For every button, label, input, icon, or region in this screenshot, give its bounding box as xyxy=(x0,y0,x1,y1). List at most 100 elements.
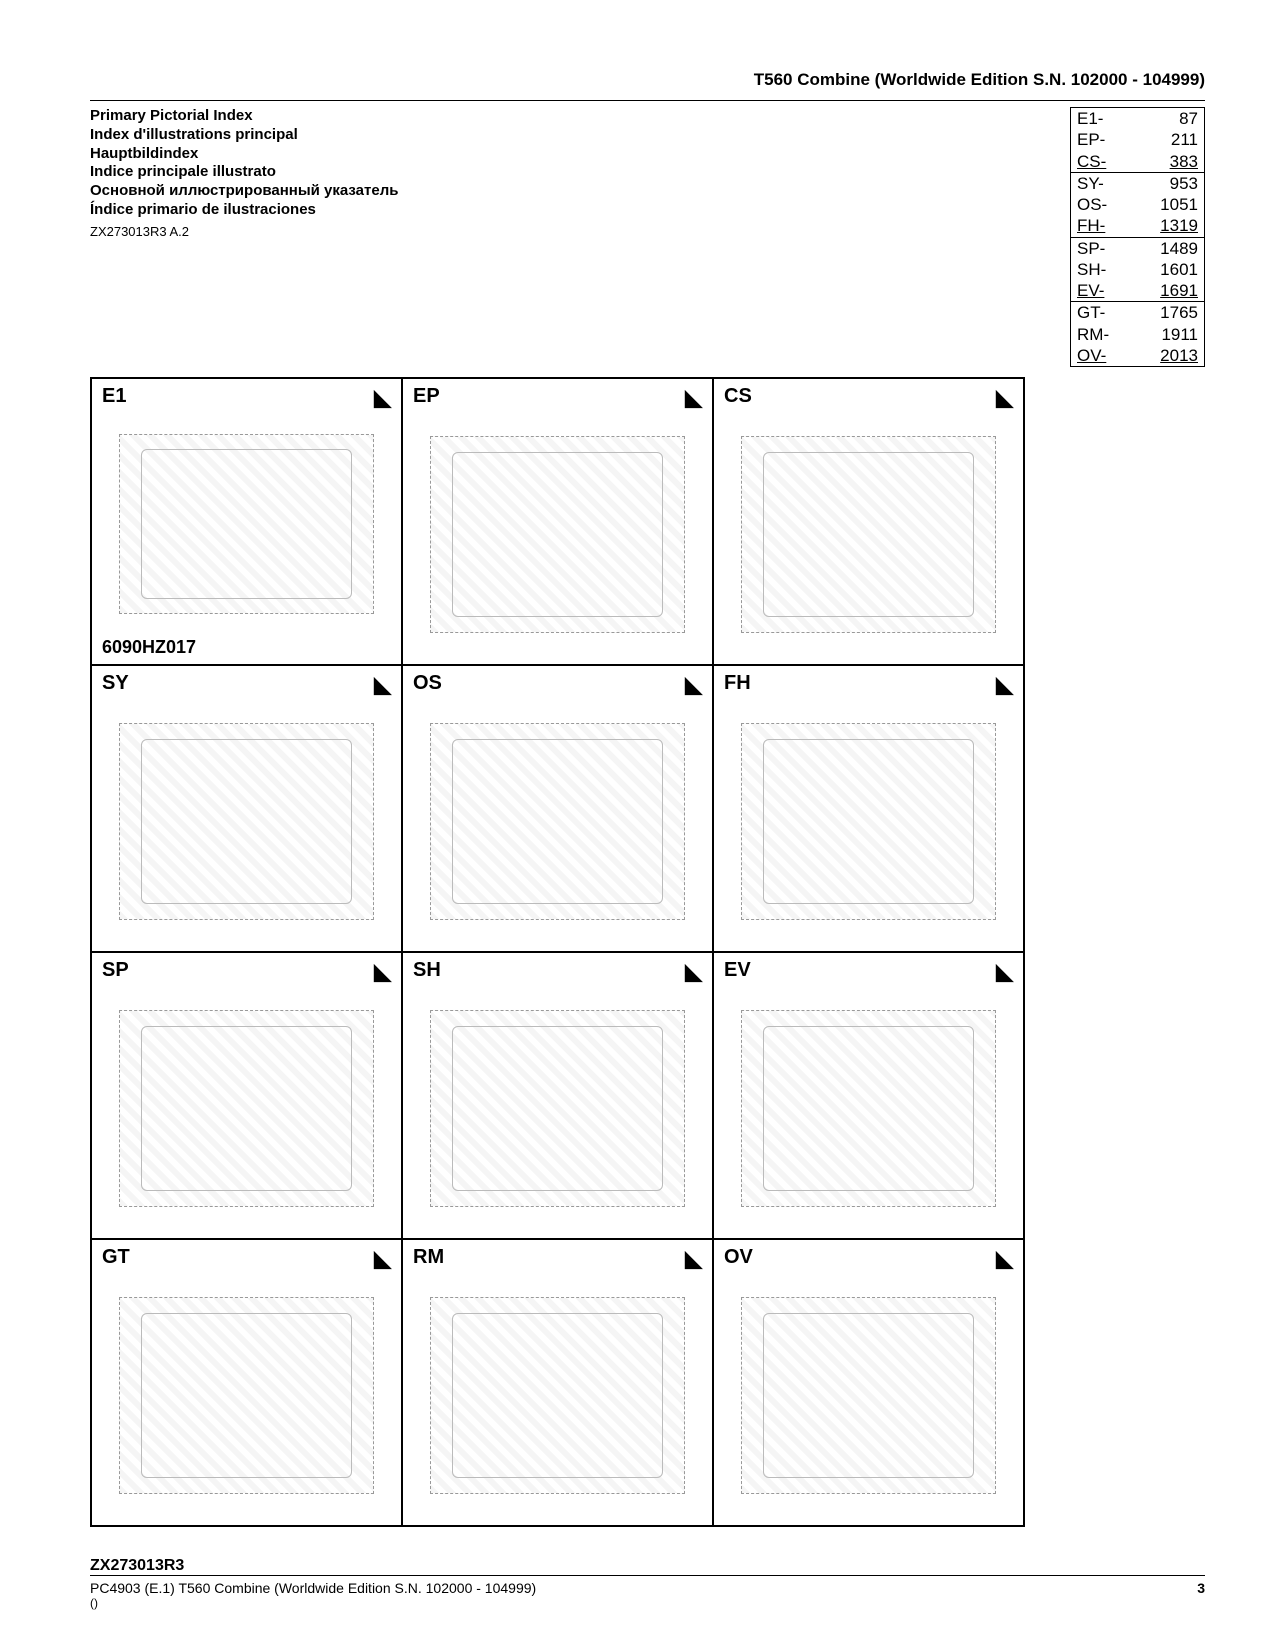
footer-paren: () xyxy=(90,1596,1205,1610)
index-row: GT- 1765 xyxy=(1071,302,1204,323)
cell-head: E1◣ xyxy=(102,385,391,411)
footer-page-number: 3 xyxy=(1197,1580,1205,1596)
cell-body xyxy=(102,411,391,637)
cell-head: RM ◣ xyxy=(413,1246,702,1272)
index-page: 2013 xyxy=(1160,345,1198,366)
cell-body xyxy=(102,1272,391,1519)
cell-body xyxy=(413,411,702,658)
cell-head: FH◣ xyxy=(724,672,1013,698)
titles-row: Primary Pictorial Index Index d'illustra… xyxy=(90,107,1205,367)
cell-body xyxy=(102,985,391,1232)
index-code: OS- xyxy=(1077,194,1107,215)
index-row: EP- 211 xyxy=(1071,129,1204,150)
index-row: SH- 1601 xyxy=(1071,259,1204,280)
cell-body xyxy=(724,1272,1013,1519)
cell-code: EP xyxy=(413,385,440,408)
index-code: OV- xyxy=(1077,345,1106,366)
arrow-icon: ◣ xyxy=(685,385,702,411)
index-code: EP- xyxy=(1077,129,1105,150)
pictorial-cell-ev[interactable]: EV◣ xyxy=(713,952,1024,1239)
bottom-ref: ZX273013R3 xyxy=(90,1557,1205,1575)
index-code: CS- xyxy=(1077,151,1106,172)
cell-code: GT xyxy=(102,1246,130,1269)
diagram-placeholder xyxy=(430,1010,684,1208)
diagram-placeholder xyxy=(430,1297,684,1495)
pictorial-cell-sp[interactable]: SP◣ xyxy=(91,952,402,1239)
arrow-icon: ◣ xyxy=(685,1246,702,1272)
footer-row: PC4903 (E.1) T560 Combine (Worldwide Edi… xyxy=(90,1580,1205,1596)
index-code: GT- xyxy=(1077,302,1105,323)
footer-left: PC4903 (E.1) T560 Combine (Worldwide Edi… xyxy=(90,1580,536,1596)
pictorial-cell-sy[interactable]: SY ◣ xyxy=(91,665,402,952)
cell-code: FH xyxy=(724,672,751,695)
cell-body xyxy=(413,698,702,945)
index-page: 1691 xyxy=(1160,280,1198,301)
cell-body xyxy=(724,985,1013,1232)
index-page: 1601 xyxy=(1160,259,1198,280)
pictorial-grid: E1◣6090HZ017EP◣CS◣SY◣OS◣FH◣SP◣SH◣EV◣GT◣R… xyxy=(90,377,1025,1527)
arrow-icon: ◣ xyxy=(374,672,391,698)
pictorial-cell-fh[interactable]: FH◣ xyxy=(713,665,1024,952)
index-code: FH- xyxy=(1077,215,1105,236)
diagram-placeholder xyxy=(741,1297,995,1495)
index-row: E1-87 xyxy=(1071,108,1204,129)
index-page: 211 xyxy=(1171,129,1198,150)
diagram-placeholder xyxy=(119,1297,373,1495)
index-page: 383 xyxy=(1170,151,1198,172)
cell-body xyxy=(102,698,391,945)
cell-head: OV ◣ xyxy=(724,1246,1013,1272)
title-line: Index d'illustrations principal xyxy=(90,126,1070,145)
cell-head: GT ◣ xyxy=(102,1246,391,1272)
cell-head: SP◣ xyxy=(102,959,391,985)
pictorial-cell-ep[interactable]: EP ◣ xyxy=(402,378,713,665)
footer: PC4903 (E.1) T560 Combine (Worldwide Edi… xyxy=(90,1575,1205,1610)
cell-code: CS xyxy=(724,385,752,408)
cell-code: E1 xyxy=(102,385,126,408)
cell-head: EV◣ xyxy=(724,959,1013,985)
header-title: T560 Combine (Worldwide Edition S.N. 102… xyxy=(90,70,1205,100)
index-code: SH- xyxy=(1077,259,1106,280)
pictorial-cell-ov[interactable]: OV ◣ xyxy=(713,1239,1024,1526)
index-page: 1911 xyxy=(1161,324,1198,345)
diagram-placeholder xyxy=(741,436,995,634)
cell-code: SY xyxy=(102,672,129,695)
pictorial-cell-cs[interactable]: CS◣ xyxy=(713,378,1024,665)
diagram-placeholder xyxy=(430,436,684,634)
arrow-icon: ◣ xyxy=(374,1246,391,1272)
cell-code: RM xyxy=(413,1246,444,1269)
index-code: SP- xyxy=(1077,238,1105,259)
arrow-icon: ◣ xyxy=(996,959,1013,985)
index-code: E1- xyxy=(1077,108,1103,129)
index-page: 953 xyxy=(1170,173,1198,194)
cell-code: OS xyxy=(413,672,442,695)
title-line: Indice principale illustrato xyxy=(90,163,1070,182)
pictorial-cell-e1[interactable]: E1◣6090HZ017 xyxy=(91,378,402,665)
index-page: 1319 xyxy=(1160,215,1198,236)
title-line: Índice primario de ilustraciones xyxy=(90,201,1070,220)
diagram-placeholder xyxy=(741,723,995,921)
cell-body xyxy=(724,411,1013,658)
arrow-icon: ◣ xyxy=(685,959,702,985)
cell-code: SH xyxy=(413,959,441,982)
diagram-placeholder xyxy=(741,1010,995,1208)
cell-code: OV xyxy=(724,1246,753,1269)
cell-body xyxy=(413,985,702,1232)
title-line: Primary Pictorial Index xyxy=(90,107,1070,126)
cell-head: SH ◣ xyxy=(413,959,702,985)
page-container: T560 Combine (Worldwide Edition S.N. 102… xyxy=(90,70,1205,1590)
pictorial-cell-sh[interactable]: SH ◣ xyxy=(402,952,713,1239)
pictorial-cell-os[interactable]: OS◣ xyxy=(402,665,713,952)
index-page: 1489 xyxy=(1160,238,1198,259)
index-table: E1-87EP-211CS-383SY-953OS-1051FH-1319SP-… xyxy=(1070,107,1205,367)
cell-code: SP xyxy=(102,959,129,982)
diagram-placeholder xyxy=(119,434,373,615)
pictorial-cell-gt[interactable]: GT ◣ xyxy=(91,1239,402,1526)
index-code: RM- xyxy=(1077,324,1109,345)
index-row: SY-953 xyxy=(1071,173,1204,194)
index-page: 1765 xyxy=(1160,302,1198,323)
index-code: EV- xyxy=(1077,280,1104,301)
diagram-placeholder xyxy=(119,1010,373,1208)
pictorial-cell-rm[interactable]: RM ◣ xyxy=(402,1239,713,1526)
cell-head: OS◣ xyxy=(413,672,702,698)
arrow-icon: ◣ xyxy=(996,1246,1013,1272)
